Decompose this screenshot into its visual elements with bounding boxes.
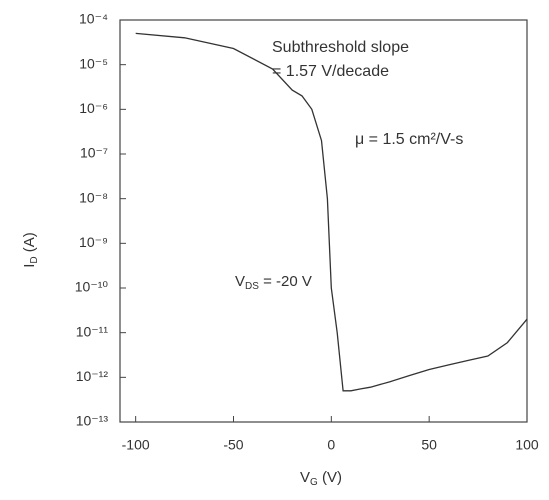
plot-frame xyxy=(119,19,528,423)
x-tick-label: 100 xyxy=(515,437,539,453)
y-tick-label: 10⁻⁴ xyxy=(79,11,108,27)
y-axis-label: ID (A) xyxy=(21,232,40,268)
y-tick-label: 10⁻⁶ xyxy=(79,100,108,116)
y-tick-label: 10⁻⁷ xyxy=(80,145,108,161)
x-axis-label: VG (V) xyxy=(300,469,342,488)
y-tick-label: 10⁻¹² xyxy=(76,368,109,384)
x-tick-label: 50 xyxy=(421,437,437,453)
annotation: Subthreshold slope xyxy=(272,39,409,56)
x-tick-label: -100 xyxy=(122,437,150,453)
y-tick-label: 10⁻¹³ xyxy=(76,413,109,429)
annotation: = 1.57 V/decade xyxy=(272,63,389,80)
y-tick-label: 10⁻⁹ xyxy=(79,234,108,250)
annotation: μ = 1.5 cm²/V-s xyxy=(355,131,463,148)
y-tick-label: 10⁻¹⁰ xyxy=(75,279,109,295)
data-line xyxy=(135,32,528,392)
y-tick-label: 10⁻¹¹ xyxy=(76,323,109,339)
vds-label: VDS = -20 V xyxy=(235,273,312,292)
x-tick-label: -50 xyxy=(223,437,243,453)
x-tick-label: 0 xyxy=(327,437,335,453)
y-tick-label: 10⁻⁵ xyxy=(79,55,108,71)
y-tick-label: 10⁻⁸ xyxy=(79,189,108,205)
